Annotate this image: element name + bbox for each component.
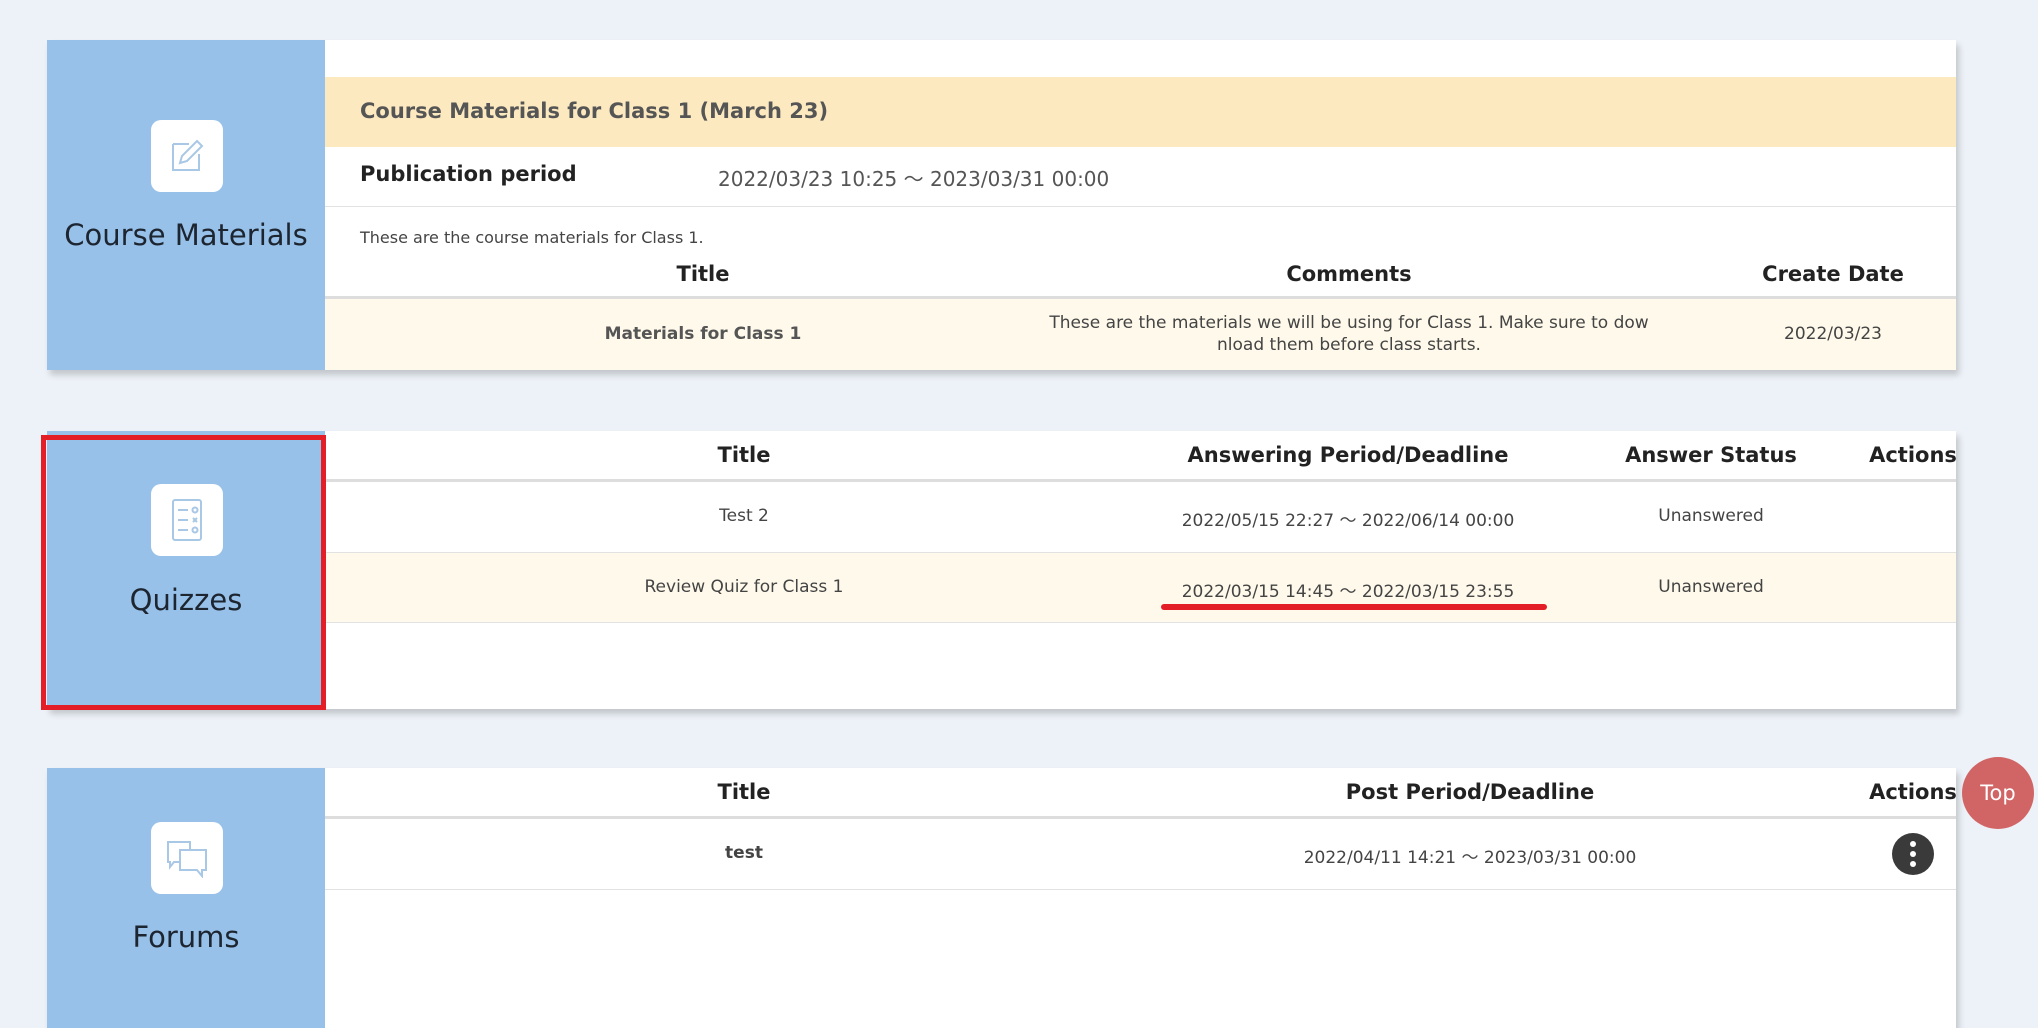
column-header: Title	[676, 262, 730, 286]
material-link[interactable]: Materials for Class 1	[604, 324, 802, 344]
annotation-underline	[1161, 604, 1547, 610]
comment-line: These are the materials we will be using…	[1049, 313, 1649, 333]
quiz-link[interactable]: Test 2	[719, 506, 769, 526]
edit-icon	[151, 120, 223, 192]
forum-link[interactable]: test	[725, 843, 763, 863]
section-label: Course Materials	[64, 218, 308, 252]
material-heading[interactable]: Course Materials for Class 1 (March 23)	[325, 77, 1956, 147]
forums-card: Forums Title Post Period/Deadline Action…	[47, 768, 1957, 1028]
answer-status: Unanswered	[1658, 506, 1764, 526]
publication-label: Publication period	[360, 162, 577, 186]
column-header: Answer Status	[1625, 443, 1797, 467]
create-date: 2022/03/23	[1784, 324, 1882, 344]
answer-period: 2022/05/15 22:27 ～ 2022/06/14 00:00	[1181, 511, 1515, 531]
table-row: test 2022/04/11 14:21 ～ 2023/03/31 00:00	[325, 819, 1956, 889]
back-to-top-button[interactable]: Top	[1962, 757, 2034, 829]
publication-value: 2022/03/23 10:25 ～ 2023/03/31 00:00	[718, 167, 1110, 191]
course-materials-tile[interactable]: Course Materials	[47, 40, 325, 370]
quiz-link[interactable]: Review Quiz for Class 1	[644, 577, 844, 597]
table-row: Test 2 2022/05/15 22:27 ～ 2022/06/14 00:…	[325, 482, 1956, 552]
answer-period: 2022/03/15 14:45 ～ 2022/03/15 23:55	[1181, 582, 1515, 602]
quizzes-tile[interactable]: Quizzes	[47, 431, 325, 709]
comment-line: nload them before class starts.	[1217, 335, 1481, 355]
quizzes-card: Quizzes Title Answering Period/Deadline …	[47, 431, 1957, 709]
material-title[interactable]: Course Materials for Class 1 (March 23)	[360, 99, 829, 123]
column-header: Title	[717, 780, 771, 804]
forums-tile[interactable]: Forums	[47, 768, 325, 1028]
answer-status: Unanswered	[1658, 577, 1764, 597]
column-header: Post Period/Deadline	[1345, 780, 1595, 804]
column-header: Actions	[1869, 780, 1957, 804]
table-row: Review Quiz for Class 1 2022/03/15 14:45…	[325, 553, 1956, 622]
material-description: These are the course materials for Class…	[360, 228, 704, 247]
table-row: Materials for Class 1 These are the mate…	[325, 299, 1956, 370]
section-label: Forums	[132, 920, 240, 954]
quiz-list-icon	[151, 484, 223, 556]
column-header: Answering Period/Deadline	[1187, 443, 1509, 467]
post-period: 2022/04/11 14:21 ～ 2023/03/31 00:00	[1303, 848, 1637, 868]
material-comment: These are the materials we will be using…	[1049, 312, 1648, 356]
chat-bubbles-icon	[151, 822, 223, 894]
column-header: Actions	[1869, 443, 1957, 467]
course-materials-card: Course Materials Course Materials for Cl…	[47, 40, 1956, 370]
annotation-highlight-box	[41, 435, 326, 710]
kebab-menu-icon[interactable]	[1892, 833, 1934, 875]
section-label: Quizzes	[129, 583, 243, 617]
column-header: Title	[717, 443, 771, 467]
column-header: Create Date	[1762, 262, 1904, 286]
column-header: Comments	[1286, 262, 1412, 286]
